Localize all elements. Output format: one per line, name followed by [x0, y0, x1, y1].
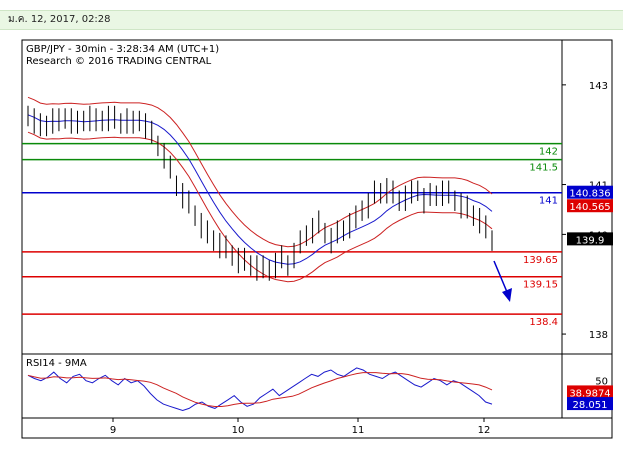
- forecast-arrow-head: [502, 288, 512, 302]
- price-line-label-5: 138.4: [529, 317, 558, 328]
- rsi-tag-box-1: [567, 397, 613, 411]
- price-tag-0: 140.836: [569, 189, 610, 200]
- price-line-label-3: 139.65: [523, 255, 558, 266]
- x-tick-label-3: 12: [478, 425, 491, 436]
- rsi-tick-label-0: 50: [595, 377, 608, 388]
- price-line-label-0: 142: [539, 147, 558, 158]
- forecast-arrow: [493, 260, 508, 293]
- price-line-label-4: 139.15: [523, 280, 558, 291]
- rsi-ma-line: [27, 372, 493, 407]
- date-bar: ม.ค. 12, 2017, 02:28: [0, 10, 623, 30]
- header-date: ม.ค. 12, 2017, 02:28: [8, 14, 111, 25]
- rsi-tag-0: 38.9874: [569, 388, 610, 399]
- indicator-panel: [21, 353, 563, 419]
- x-tick-label-1: 10: [232, 425, 245, 436]
- chart-subtitle: Research © 2016 TRADING CENTRAL: [26, 56, 212, 67]
- price-line-label-2: 141: [539, 196, 558, 207]
- price-tag-2: 139.9: [576, 235, 605, 246]
- price-tag-box-0: [567, 185, 613, 199]
- rsi-tag-1: 28.051: [573, 400, 608, 411]
- rsi-tag-box-0: [567, 385, 613, 399]
- x-tick-label-2: 11: [352, 425, 365, 436]
- price-tag-box-1: [567, 199, 613, 213]
- lower-band-line: [27, 131, 493, 283]
- x-axis-band: [21, 417, 613, 439]
- price-tag-1: 140.565: [569, 202, 610, 213]
- rsi-line: [27, 367, 493, 412]
- price-tag-box-2: [567, 232, 613, 246]
- x-tick-label-0: 9: [110, 425, 116, 436]
- price-chart: GBP/JPY - 30min - 3:28:34 AM (UTC+1) Res…: [21, 39, 613, 439]
- price-panel: [21, 39, 563, 355]
- y-tick-label-0: 143: [589, 81, 608, 92]
- indicator-title: RSI14 - 9MA: [26, 358, 87, 369]
- chart-title: GBP/JPY - 30min - 3:28:34 AM (UTC+1): [26, 44, 219, 55]
- price-line-label-1: 141.5: [529, 163, 558, 174]
- upper-band-line: [27, 96, 493, 248]
- moving-average-line: [27, 114, 493, 265]
- y-tick-label-3: 138: [589, 330, 608, 341]
